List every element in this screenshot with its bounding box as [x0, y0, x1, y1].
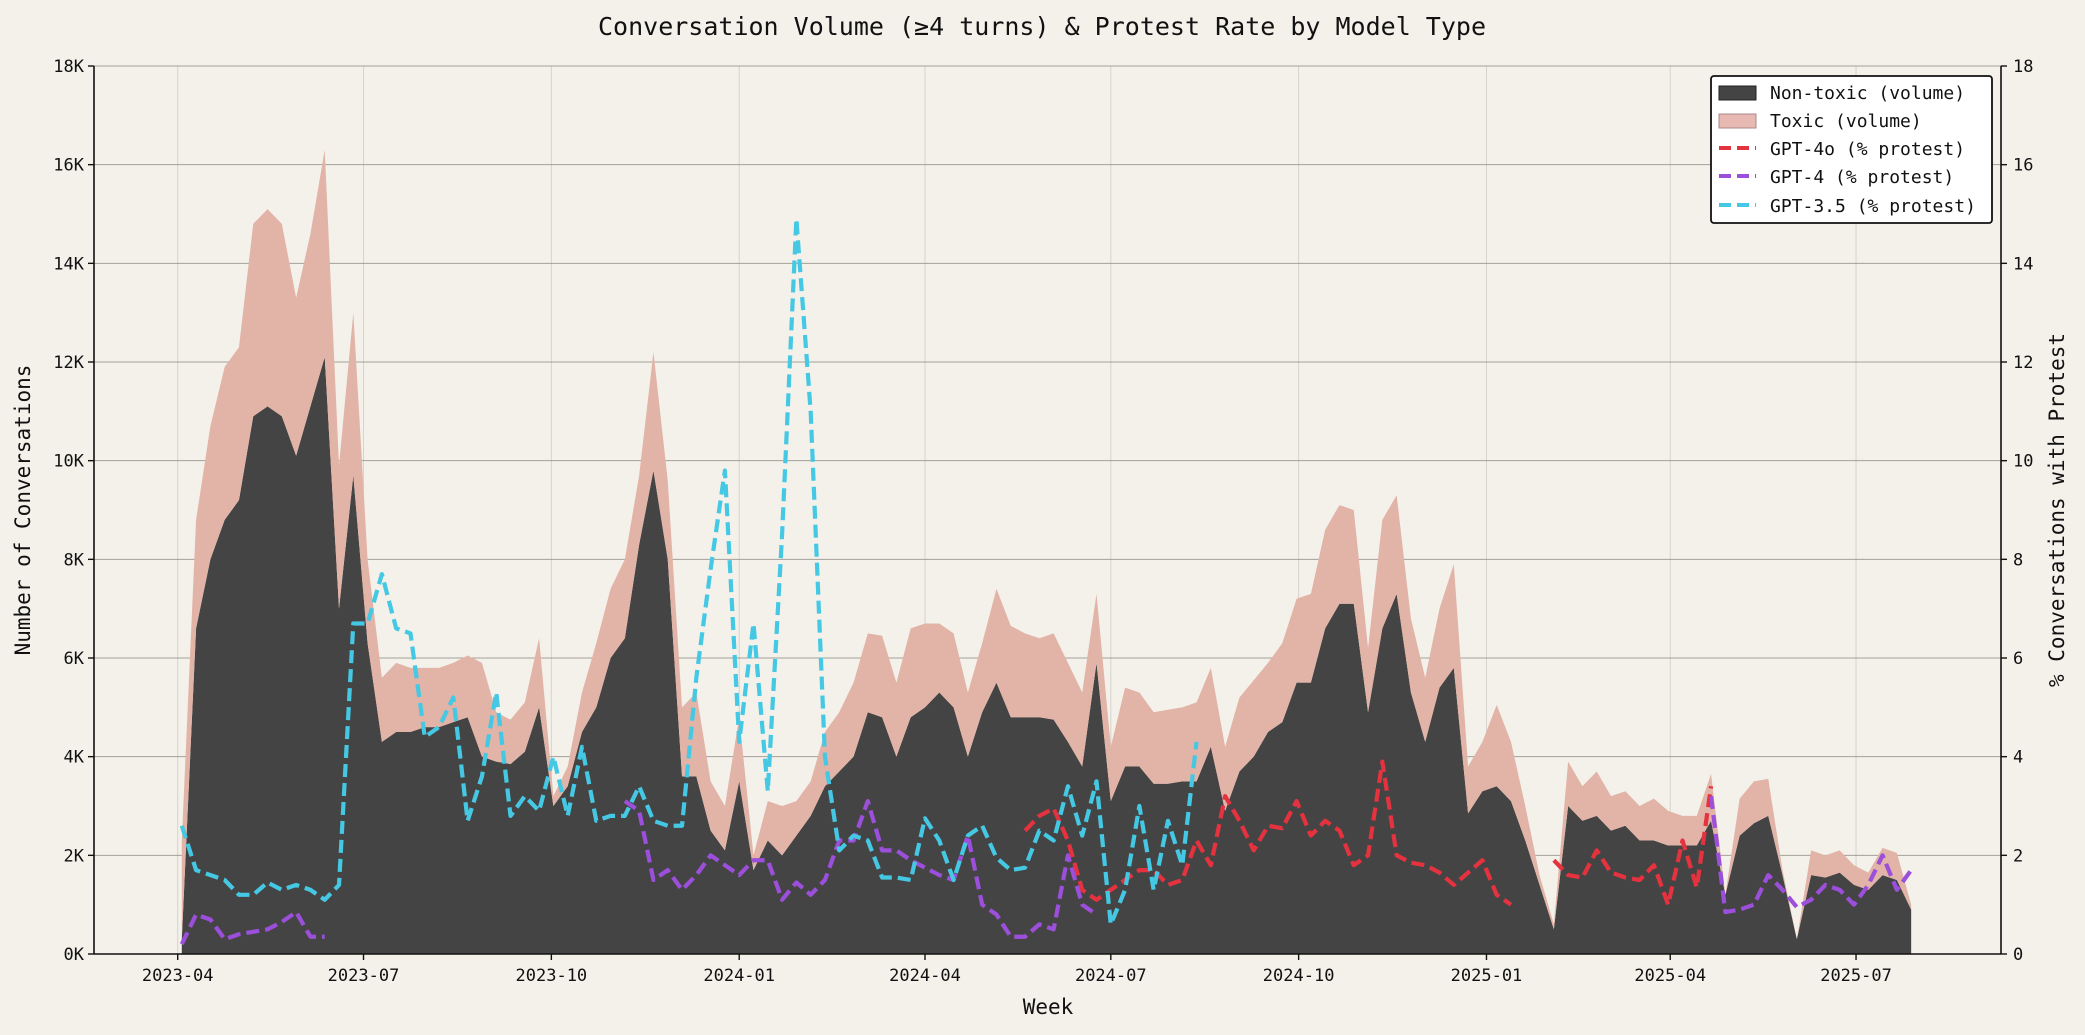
legend-swatch-non-toxic	[1718, 85, 1757, 101]
x-tick-label: 2024-07	[1075, 966, 1147, 986]
axes: 0K 2K 4K 6K 8K 10K 12K 14K 16K 18K 0 2 4 6 8 10 12 14 16 18…	[53, 57, 2033, 986]
protest-line-gpt-3-5	[179, 216, 1199, 927]
y-tick-label: 10K	[53, 452, 84, 472]
legend-swatch-toxic	[1718, 113, 1757, 129]
y-tick-label: 12K	[53, 353, 84, 373]
legend-label-gpt-3-5: GPT-3.5 (% protest)	[1770, 196, 1976, 217]
legend-box	[1710, 75, 1993, 224]
y2-tick-label: 6	[2013, 649, 2023, 669]
legend-label-toxic: Toxic (volume)	[1770, 111, 1922, 132]
y2-tick-label: 2	[2013, 846, 2023, 866]
chart-title: Conversation Volume (≥4 turns) & Protest…	[598, 12, 1486, 41]
y2-tick-label: 12	[2013, 353, 2033, 373]
x-tick-label: 2025-07	[1820, 966, 1892, 986]
y2-tick-label: 10	[2013, 452, 2033, 472]
y-tick-label: 6K	[64, 649, 85, 669]
volume-areas	[181, 149, 1912, 955]
y-tick-label: 14K	[53, 254, 84, 274]
y-tick-label: 8K	[64, 550, 85, 570]
protest-line-gpt-4	[1708, 795, 1913, 915]
y-axis-label: Number of Conversations	[11, 365, 35, 656]
legend-label-gpt-4: GPT-4 (% protest)	[1770, 167, 1954, 188]
x-tick-label: 2025-01	[1451, 966, 1523, 986]
y-tick-label: 0K	[64, 945, 85, 965]
protest-line-gpt-4	[623, 798, 1098, 939]
y2-tick-label: 16	[2013, 156, 2033, 176]
y2-axis-label: % Conversations with Protest	[2045, 333, 2069, 687]
x-tick-label: 2025-04	[1634, 966, 1706, 986]
legend-label-gpt-4o: GPT-4o (% protest)	[1770, 139, 1965, 160]
y-tick-label: 18K	[53, 57, 84, 77]
y-tick-label: 16K	[53, 156, 84, 176]
y-tick-label: 4K	[64, 748, 85, 768]
y-tick-label: 2K	[64, 846, 85, 866]
legend: Non-toxic (volume) Toxic (volume) GPT-4o…	[1710, 75, 1993, 224]
x-tick-label: 2023-07	[328, 966, 400, 986]
area-non-toxic	[181, 357, 1912, 955]
y2-tick-label: 0	[2013, 945, 2023, 965]
protest-lines	[179, 216, 1913, 946]
x-tick-label: 2023-04	[142, 966, 214, 986]
y2-tick-label: 4	[2013, 748, 2023, 768]
x-axis-label: Week	[1023, 995, 1074, 1019]
x-tick-label: 2024-04	[889, 966, 961, 986]
protest-line-gpt-4	[179, 909, 325, 946]
x-tick-label: 2024-10	[1263, 966, 1335, 986]
x-tick-label: 2023-10	[516, 966, 588, 986]
y2-tick-label: 14	[2013, 254, 2033, 274]
legend-label-non-toxic: Non-toxic (volume)	[1770, 83, 1965, 104]
x-tick-label: 2024-01	[703, 966, 775, 986]
y2-tick-label: 8	[2013, 550, 2023, 570]
y2-tick-label: 18	[2013, 57, 2033, 77]
protest-line-gpt-4o	[1552, 785, 1714, 907]
